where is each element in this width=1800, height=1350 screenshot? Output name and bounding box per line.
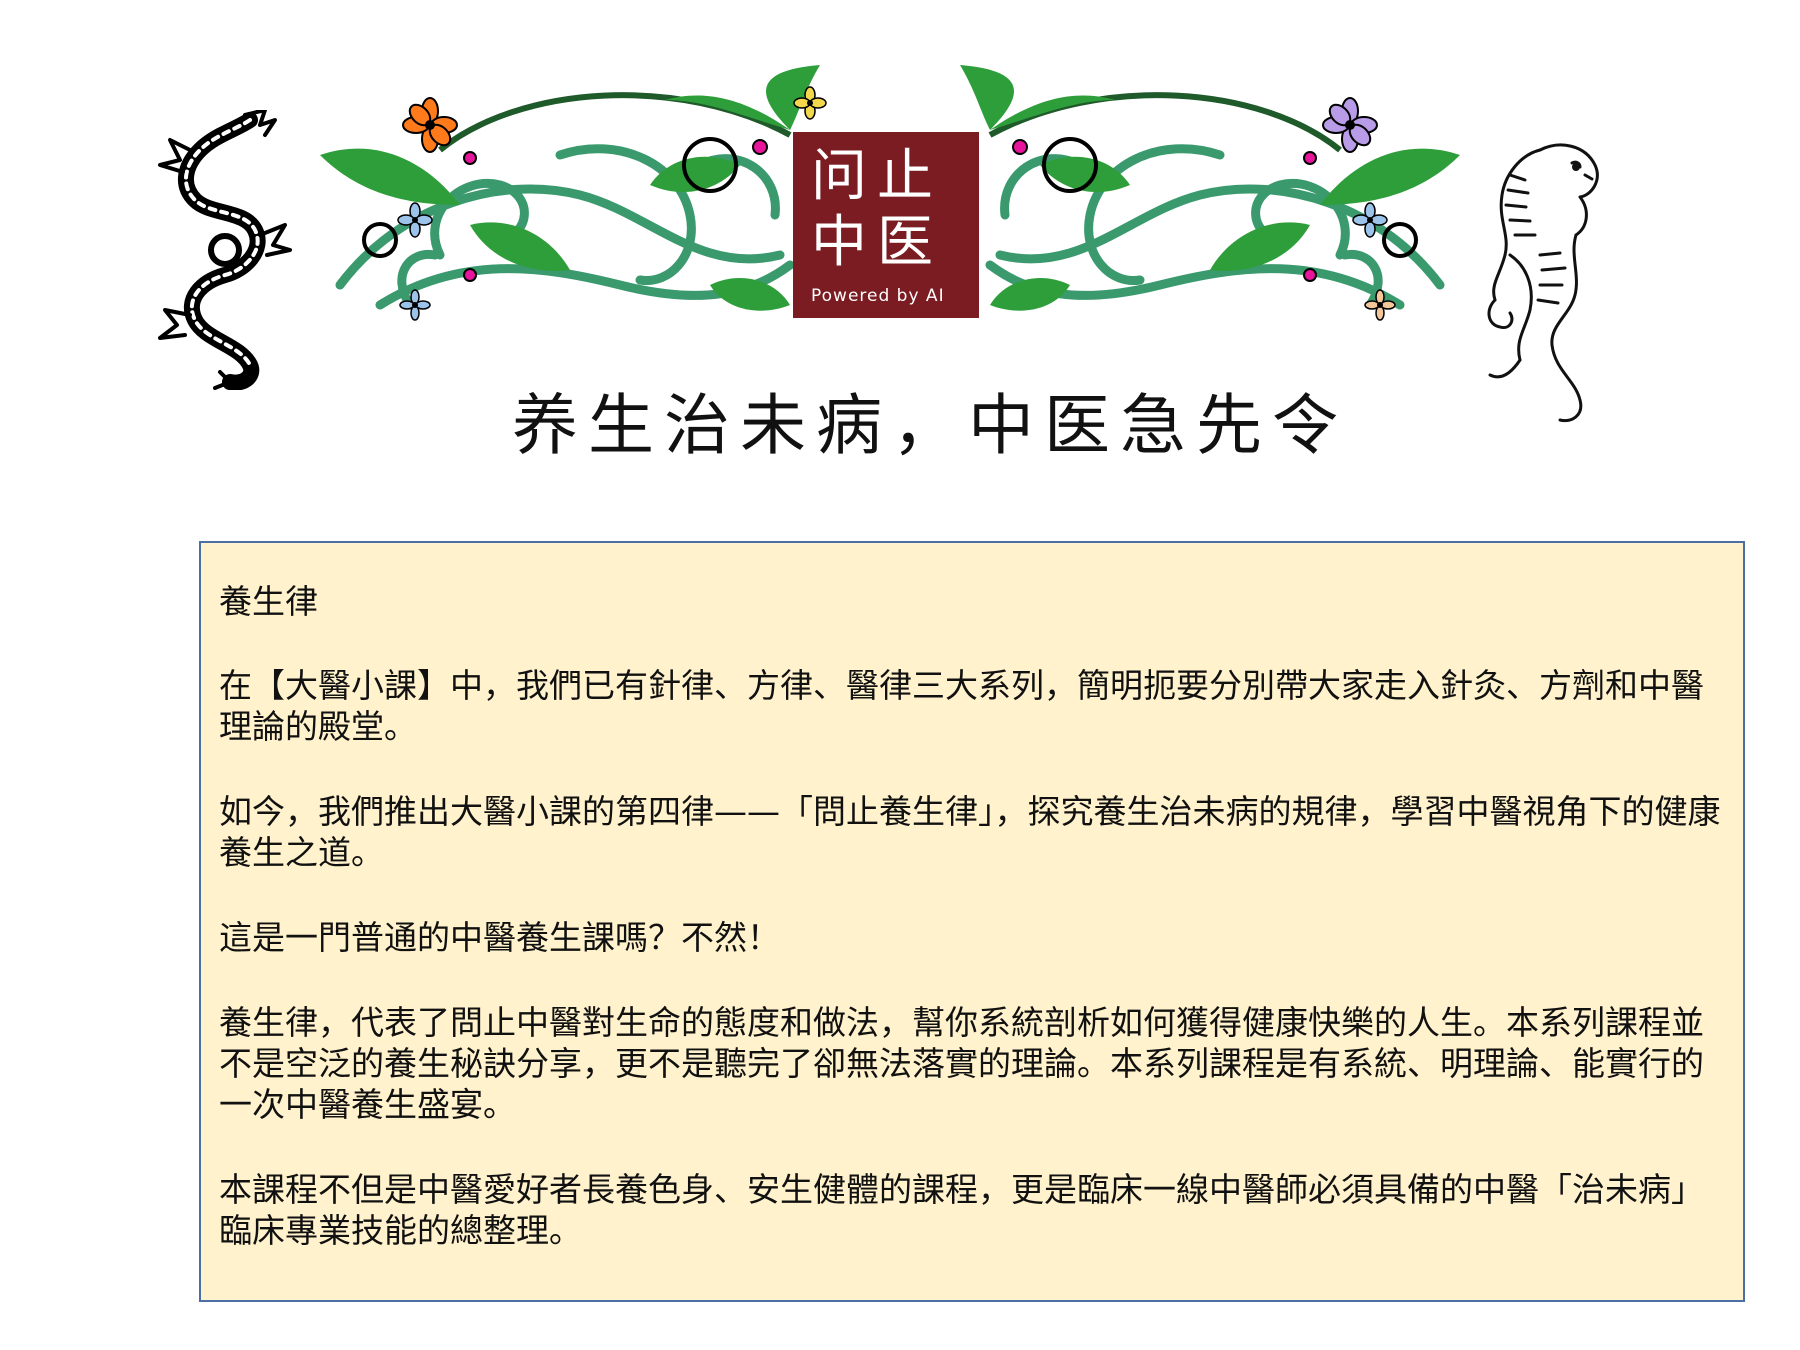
paragraph-2: 如今，我們推出大醫小課的第四律——「問止養生律」，探究養生治未病的規律，學習中醫… <box>219 792 1721 872</box>
paragraph-1: 在【大醫小課】中，我們已有針律、方律、醫律三大系列，簡明扼要分別帶大家走入針灸、… <box>219 666 1704 746</box>
slogan-heading: 养生治未病，中医急先令 <box>512 387 1348 464</box>
paragraph-5: 本課程不但是中醫愛好者長養色身、安生健體的課程，更是臨床一線中醫師必須具備的中醫… <box>219 1170 1704 1250</box>
paragraph-4: 養生律，代表了問止中醫對生命的態度和做法，幫你系統剖析如何獲得健康快樂的人生。本… <box>219 1003 1704 1124</box>
brand-logo: 问止 中医 Powered by AI <box>793 132 979 318</box>
header-banner: 问止 中医 Powered by AI 养生治未病，中医急先令 <box>0 0 1800 470</box>
logo-line-1: 问止 <box>811 144 943 209</box>
paragraph-3: 這是一門普通的中醫養生課嗎？不然！ <box>219 918 780 957</box>
dragon-icon <box>158 110 292 390</box>
tiger-icon <box>1487 143 1599 423</box>
logo-subtitle: Powered by AI <box>811 286 945 306</box>
course-description-box: 養生律 在【大醫小課】中，我們已有針律、方律、醫律三大系列，簡明扼要分別帶大家走… <box>199 541 1745 1302</box>
content-title: 養生律 <box>219 582 318 621</box>
logo-line-2: 中医 <box>811 210 943 275</box>
floral-vine-ornament <box>320 65 1460 321</box>
